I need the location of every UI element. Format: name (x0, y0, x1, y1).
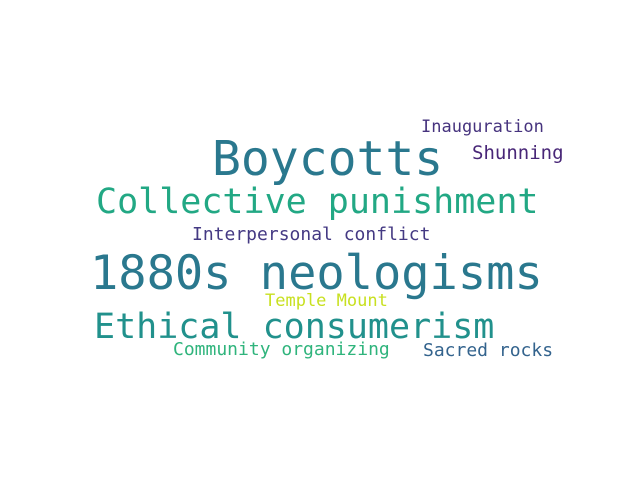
word-sacred-rocks: Sacred rocks (423, 340, 554, 361)
word-shunning: Shunning (472, 142, 564, 164)
word-interpersonal-conflict: Interpersonal conflict (192, 224, 431, 245)
word-ethical-consumerism: Ethical consumerism (94, 307, 495, 347)
word-inauguration: Inauguration (421, 117, 544, 137)
word-collective-punishment: Collective punishment (96, 182, 539, 222)
word-boycotts: Boycotts (212, 131, 444, 187)
word-1880s-neologisms: 1880s neologisms (90, 246, 543, 301)
word-temple-mount: Temple Mount (265, 291, 388, 311)
word-community-organizing: Community organizing (173, 339, 390, 360)
